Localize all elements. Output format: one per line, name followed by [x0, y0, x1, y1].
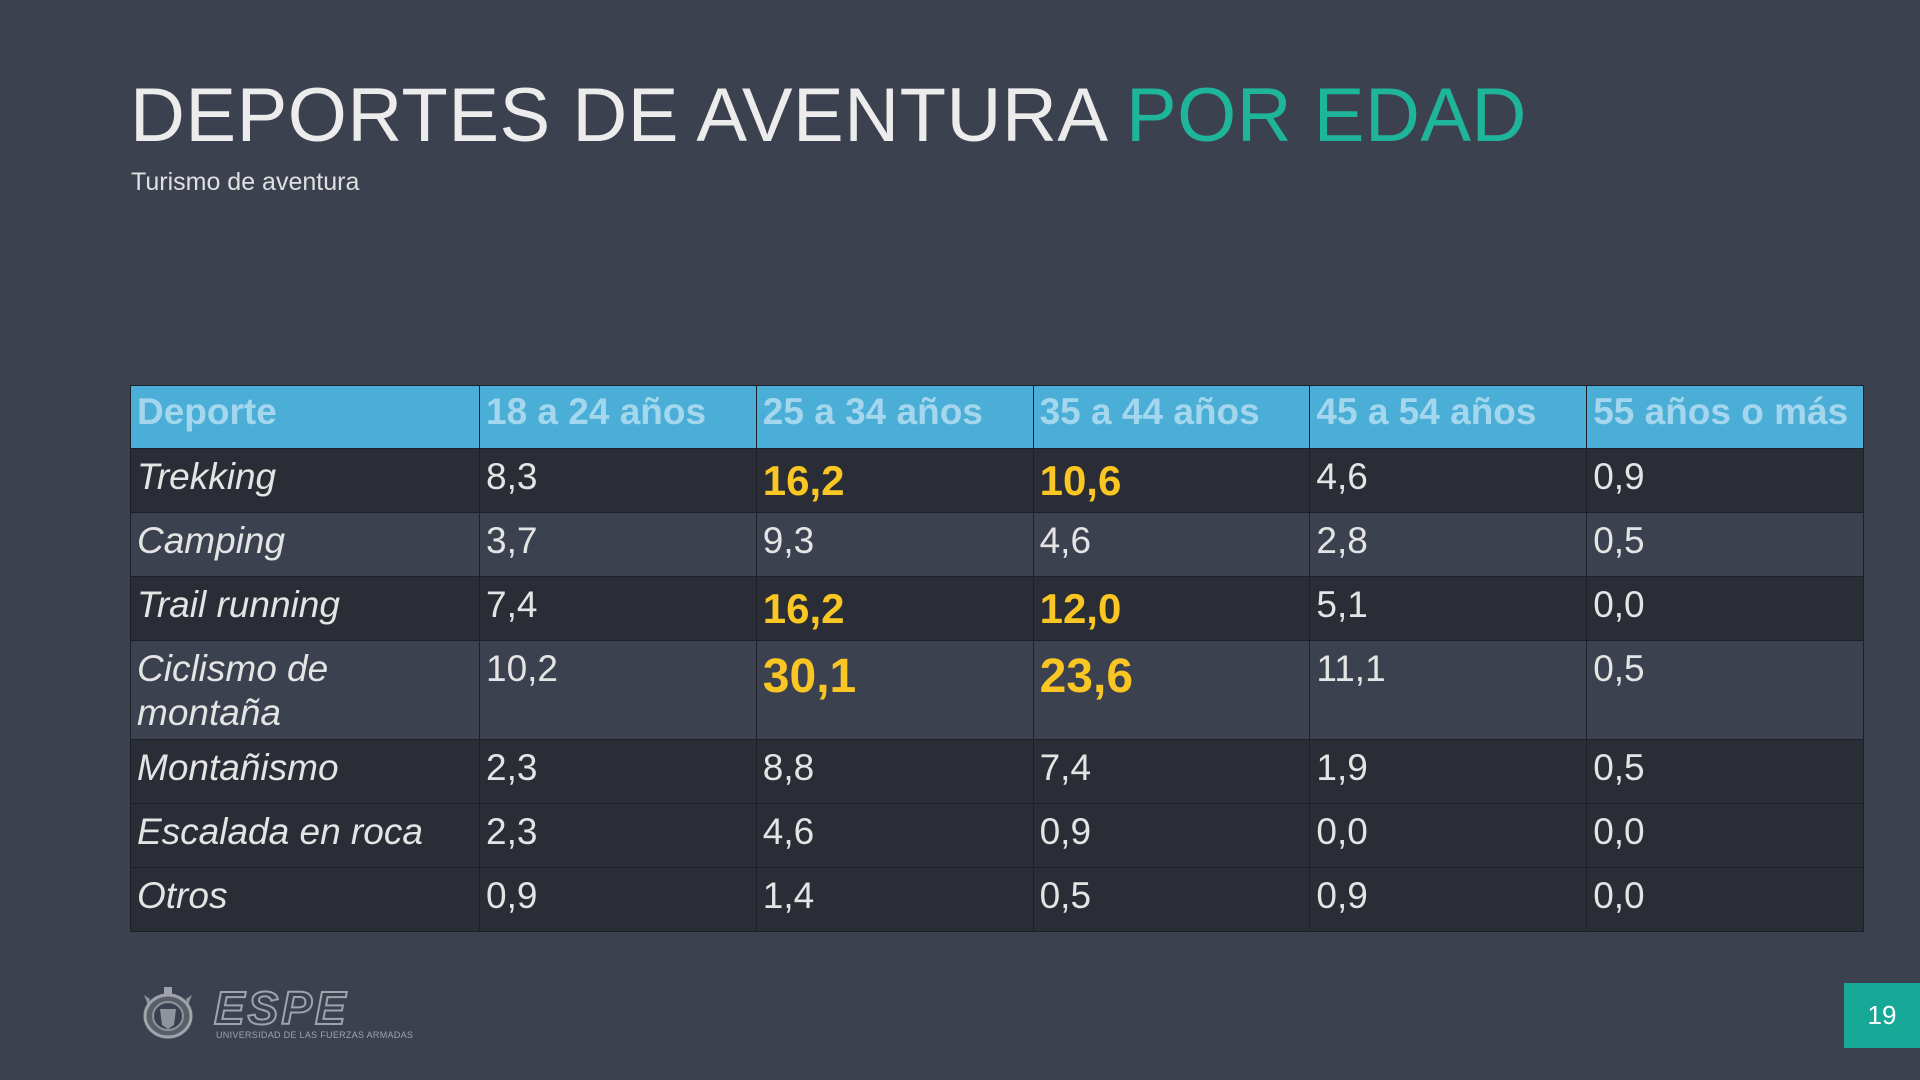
slide-subtitle: Turismo de aventura: [131, 168, 360, 196]
header-age-55-plus: 55 años o más: [1586, 385, 1864, 449]
sport-cell: Ciclismo de montaña: [130, 640, 480, 740]
page-number-badge: 19: [1844, 983, 1920, 1048]
header-sport: Deporte: [130, 385, 480, 449]
value-cell: 0,9: [1309, 867, 1588, 932]
value-cell: 3,7: [479, 512, 757, 577]
sport-cell: Trekking: [130, 448, 480, 513]
value-cell: 10,2: [479, 640, 757, 740]
value-cell: 7,4: [1032, 739, 1311, 804]
value-cell: 8,3: [479, 448, 757, 513]
table-header-row: Deporte 18 a 24 años 25 a 34 años 35 a 4…: [130, 385, 1864, 449]
value-cell: 2,3: [479, 739, 757, 804]
value-cell: 0,9: [1586, 448, 1864, 513]
value-cell: 4,6: [755, 803, 1034, 868]
sport-cell: Otros: [130, 867, 480, 932]
value-cell: 1,9: [1309, 739, 1588, 804]
sports-by-age-table: Deporte 18 a 24 años 25 a 34 años 35 a 4…: [130, 385, 1864, 932]
value-cell: 0,5: [1586, 640, 1864, 740]
espe-logo: ESPE UNIVERSIDAD DE LAS FUERZAS ARMADAS: [136, 983, 436, 1043]
sport-cell: Montañismo: [130, 739, 480, 804]
espe-emblem-icon: [143, 987, 193, 1039]
table-row: Trail running 7,4 16,2 12,0 5,1 0,0: [130, 576, 1864, 641]
value-cell: 0,0: [1586, 803, 1864, 868]
value-cell-highlighted: 16,2: [755, 576, 1034, 641]
value-cell: 4,6: [1309, 448, 1588, 513]
value-cell: 9,3: [755, 512, 1034, 577]
value-cell: 7,4: [479, 576, 757, 641]
value-cell: 0,0: [1309, 803, 1588, 868]
value-cell: 0,0: [1586, 867, 1864, 932]
logo-tagline: UNIVERSIDAD DE LAS FUERZAS ARMADAS: [216, 1030, 414, 1040]
table-row: Otros 0,9 1,4 0,5 0,9 0,0: [130, 867, 1864, 932]
sport-cell: Escalada en roca: [130, 803, 480, 868]
value-cell: 8,8: [755, 739, 1034, 804]
value-cell: 0,9: [1032, 803, 1311, 868]
logo-wordmark: ESPE: [213, 982, 349, 1034]
value-cell: 4,6: [1032, 512, 1311, 577]
header-age-25-34: 25 a 34 años: [755, 385, 1034, 449]
header-age-18-24: 18 a 24 años: [479, 385, 757, 449]
sport-cell: Camping: [130, 512, 480, 577]
value-cell: 0,5: [1586, 512, 1864, 577]
table-row: Trekking 8,3 16,2 10,6 4,6 0,9: [130, 448, 1864, 513]
table-row: Escalada en roca 2,3 4,6 0,9 0,0 0,0: [130, 803, 1864, 868]
value-cell: 1,4: [755, 867, 1034, 932]
value-cell-highlighted: 10,6: [1032, 448, 1311, 513]
value-cell: 11,1: [1309, 640, 1588, 740]
value-cell-highlighted: 12,0: [1032, 576, 1311, 641]
table-row: Ciclismo de montaña 10,2 30,1 23,6 11,1 …: [130, 640, 1864, 740]
header-age-45-54: 45 a 54 años: [1309, 385, 1588, 449]
value-cell: 0,9: [479, 867, 757, 932]
sport-cell: Trail running: [130, 576, 480, 641]
title-main: DEPORTES DE AVENTURA: [130, 73, 1126, 158]
value-cell-highlighted: 16,2: [755, 448, 1034, 513]
table-row: Camping 3,7 9,3 4,6 2,8 0,5: [130, 512, 1864, 577]
value-cell: 0,5: [1586, 739, 1864, 804]
value-cell: 0,5: [1032, 867, 1311, 932]
slide-title: DEPORTES DE AVENTURA POR EDAD: [130, 78, 1527, 154]
table-row: Montañismo 2,3 8,8 7,4 1,9 0,5: [130, 739, 1864, 804]
value-cell: 2,8: [1309, 512, 1588, 577]
header-age-35-44: 35 a 44 años: [1032, 385, 1311, 449]
value-cell: 2,3: [479, 803, 757, 868]
value-cell-highlighted: 23,6: [1032, 640, 1311, 740]
value-cell-highlighted: 30,1: [755, 640, 1034, 740]
value-cell: 0,0: [1586, 576, 1864, 641]
title-accent: POR EDAD: [1125, 73, 1527, 158]
value-cell: 5,1: [1309, 576, 1588, 641]
